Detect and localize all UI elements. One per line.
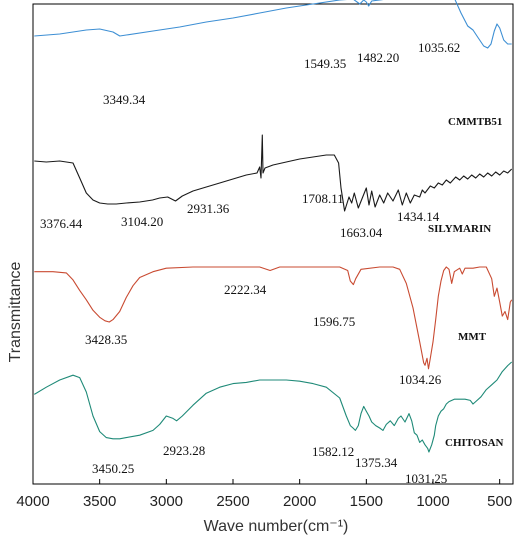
- x-tick-label-2000: 2000: [283, 493, 316, 510]
- peak-label-cmmtb51-1482: 1482.20: [357, 50, 399, 65]
- series-line-mmt: [34, 266, 513, 370]
- x-tick-label-2500: 2500: [216, 493, 249, 510]
- series-layer: [34, 0, 513, 453]
- peak-label-silymarin-1434: 1434.14: [397, 209, 440, 224]
- peak-label-mmt-1597: 1596.75: [313, 314, 355, 329]
- peak-label-silymarin-3376: 3376.44: [40, 216, 83, 231]
- x-tick-label-3500: 3500: [83, 493, 116, 510]
- peak-label-silymarin-2931: 2931.36: [187, 201, 230, 216]
- peak-label-chitosan-2923: 2923.28: [163, 443, 205, 458]
- x-axis-ticks: 4000 3500 3000 2500 2000 1500 1000 500: [16, 479, 512, 510]
- x-tick-label-4000: 4000: [16, 493, 49, 510]
- peak-label-cmmtb51-3349: 3349.34: [103, 92, 146, 107]
- x-axis-title: Wave number(cm⁻¹): [204, 518, 349, 535]
- peak-label-mmt-2222: 2222.34: [224, 282, 267, 297]
- series-label-silymarin: SILYMARIN: [428, 223, 491, 235]
- series-label-chitosan: CHITOSAN: [445, 437, 504, 449]
- peak-label-silymarin-3104: 3104.20: [121, 214, 163, 229]
- peak-label-mmt-1034: 1034.26: [399, 372, 442, 387]
- series-line-silymarin: [34, 134, 513, 212]
- peak-label-chitosan-1375: 1375.34: [355, 455, 398, 470]
- peak-label-chitosan-3450: 3450.25: [92, 461, 134, 476]
- x-tick-label-3000: 3000: [150, 493, 183, 510]
- peak-label-chitosan-1031: 1031.25: [405, 471, 447, 486]
- y-axis-title: Transmittance: [7, 262, 24, 363]
- series-label-mmt: MMT: [458, 331, 487, 343]
- peak-label-cmmtb51-1035: 1035.62: [418, 40, 460, 55]
- peak-label-chitosan-1582: 1582.12: [312, 444, 354, 459]
- x-tick-label-1000: 1000: [416, 493, 449, 510]
- peak-label-silymarin-1708: 1708.11: [302, 191, 344, 206]
- x-tick-label-500: 500: [487, 493, 512, 510]
- x-tick-label-1500: 1500: [350, 493, 383, 510]
- peak-label-mmt-3428: 3428.35: [85, 332, 127, 347]
- series-label-cmmtb51: CMMTB51: [448, 116, 502, 128]
- series-line-chitosan: [34, 361, 513, 453]
- peak-label-cmmtb51-1549: 1549.35: [304, 56, 346, 71]
- peak-label-silymarin-1663: 1663.04: [340, 225, 383, 240]
- plot-frame: [32, 3, 514, 485]
- series-line-cmmtb51: [34, 0, 512, 49]
